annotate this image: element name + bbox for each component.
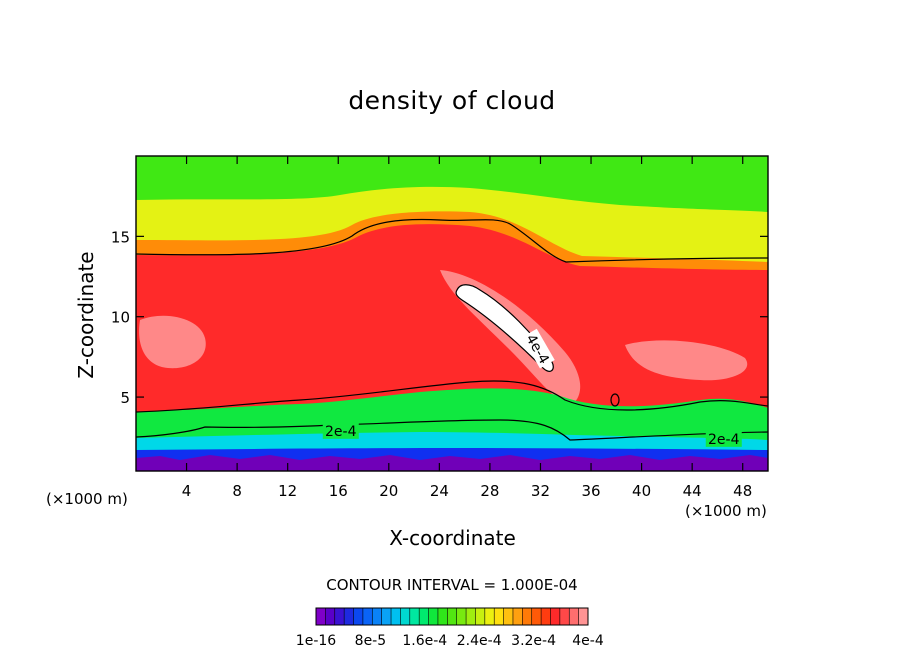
contour-interval-text: CONTOUR INTERVAL = 1.000E-04 <box>326 576 578 594</box>
y-axis-title: Z-coordinate <box>74 251 98 379</box>
contour-line-mid <box>136 380 768 413</box>
x-tick-label: 8 <box>232 482 242 500</box>
colorbar-swatch <box>316 608 326 625</box>
field-max-core <box>456 284 554 372</box>
contour-line-max <box>455 284 554 372</box>
contour-label-bg <box>522 328 555 369</box>
y-tick-label: 10 <box>111 309 130 327</box>
field-pink-patch-left <box>139 315 206 369</box>
colorbar-swatch <box>456 608 467 625</box>
colorbar-swatch <box>475 608 486 625</box>
colorbar-swatch <box>541 608 551 625</box>
x-tick-label: 48 <box>733 482 752 500</box>
colorbar: 1e-16 8e-5 1.6e-4 2.4e-4 3.2e-4 4e-4 <box>296 607 604 649</box>
colorbar-swatch <box>353 608 364 625</box>
x-unit-right: (×1000 m) <box>685 502 767 520</box>
colorbar-swatch <box>334 608 345 625</box>
contour-small-loop <box>610 393 620 407</box>
contour-label: 2e-4 <box>705 429 742 448</box>
contour-label-text: 2e-4 <box>325 424 357 440</box>
x-axis: 4 8 12 16 20 24 28 32 36 40 44 48 <box>182 156 752 500</box>
colorbar-swatch <box>362 608 373 625</box>
field-pink-patch-right <box>625 340 748 381</box>
colorbar-swatch <box>494 608 504 625</box>
colorbar-swatch <box>484 608 495 625</box>
colorbar-swatch <box>437 608 448 625</box>
field-purple-floor <box>136 455 768 471</box>
colorbar-frame <box>315 607 589 626</box>
colorbar-swatch <box>550 608 561 625</box>
x-tick-label: 12 <box>278 482 297 500</box>
contour-line-upper <box>136 218 768 263</box>
contour-label-bg <box>322 421 359 439</box>
colorbar-swatch <box>569 608 579 625</box>
colorbar-swatch <box>466 608 476 625</box>
colorbar-swatch <box>372 608 382 625</box>
colorbar-swatch <box>578 608 589 625</box>
colorbar-label: 8e-5 <box>355 633 386 649</box>
y-tick-label: 5 <box>120 389 130 407</box>
x-tick-label: 40 <box>632 482 651 500</box>
plot-frame <box>135 155 769 472</box>
x-tick-label: 16 <box>329 482 348 500</box>
x-tick-label: 20 <box>379 482 398 500</box>
contour-field <box>136 156 768 471</box>
colorbar-label: 4e-4 <box>572 633 604 649</box>
contour-line-lower <box>136 419 768 441</box>
colorbar-label: 1e-16 <box>296 633 336 649</box>
colorbar-swatch <box>381 608 392 625</box>
colorbar-swatch <box>409 608 420 625</box>
colorbar-swatch <box>512 608 523 625</box>
colorbar-swatch <box>522 608 533 625</box>
x-axis-title: X-coordinate <box>389 526 516 550</box>
x-tick-label: 28 <box>480 482 499 500</box>
colorbar-swatch <box>344 608 354 625</box>
colorbar-swatch <box>428 608 439 625</box>
x-unit-left: (×1000 m) <box>46 490 128 508</box>
colorbar-swatch <box>400 608 411 625</box>
colorbar-label: 3.2e-4 <box>511 633 556 649</box>
x-tick-label: 32 <box>531 482 550 500</box>
x-tick-label: 24 <box>430 482 449 500</box>
contour-lines <box>136 218 768 441</box>
colorbar-swatch <box>325 608 336 625</box>
contour-label: 2e-4 <box>322 421 359 440</box>
y-axis: 5 10 15 <box>111 228 768 407</box>
y-tick-label: 15 <box>111 228 130 246</box>
colorbar-swatch <box>531 608 542 625</box>
contour-label-text: 2e-4 <box>708 432 740 448</box>
x-tick-label: 44 <box>683 482 702 500</box>
colorbar-label: 1.6e-4 <box>402 633 447 649</box>
colorbar-swatch <box>503 608 514 625</box>
colorbar-swatch <box>419 608 429 625</box>
contour-label-bg <box>705 429 742 447</box>
colorbar-swatch <box>447 608 457 625</box>
colorbar-swatch <box>391 608 401 625</box>
chart-title: density of cloud <box>348 86 556 115</box>
colorbar-swatch <box>559 608 570 625</box>
colorbar-label: 2.4e-4 <box>457 633 502 649</box>
x-tick-label: 4 <box>182 482 192 500</box>
x-tick-label: 36 <box>581 482 600 500</box>
